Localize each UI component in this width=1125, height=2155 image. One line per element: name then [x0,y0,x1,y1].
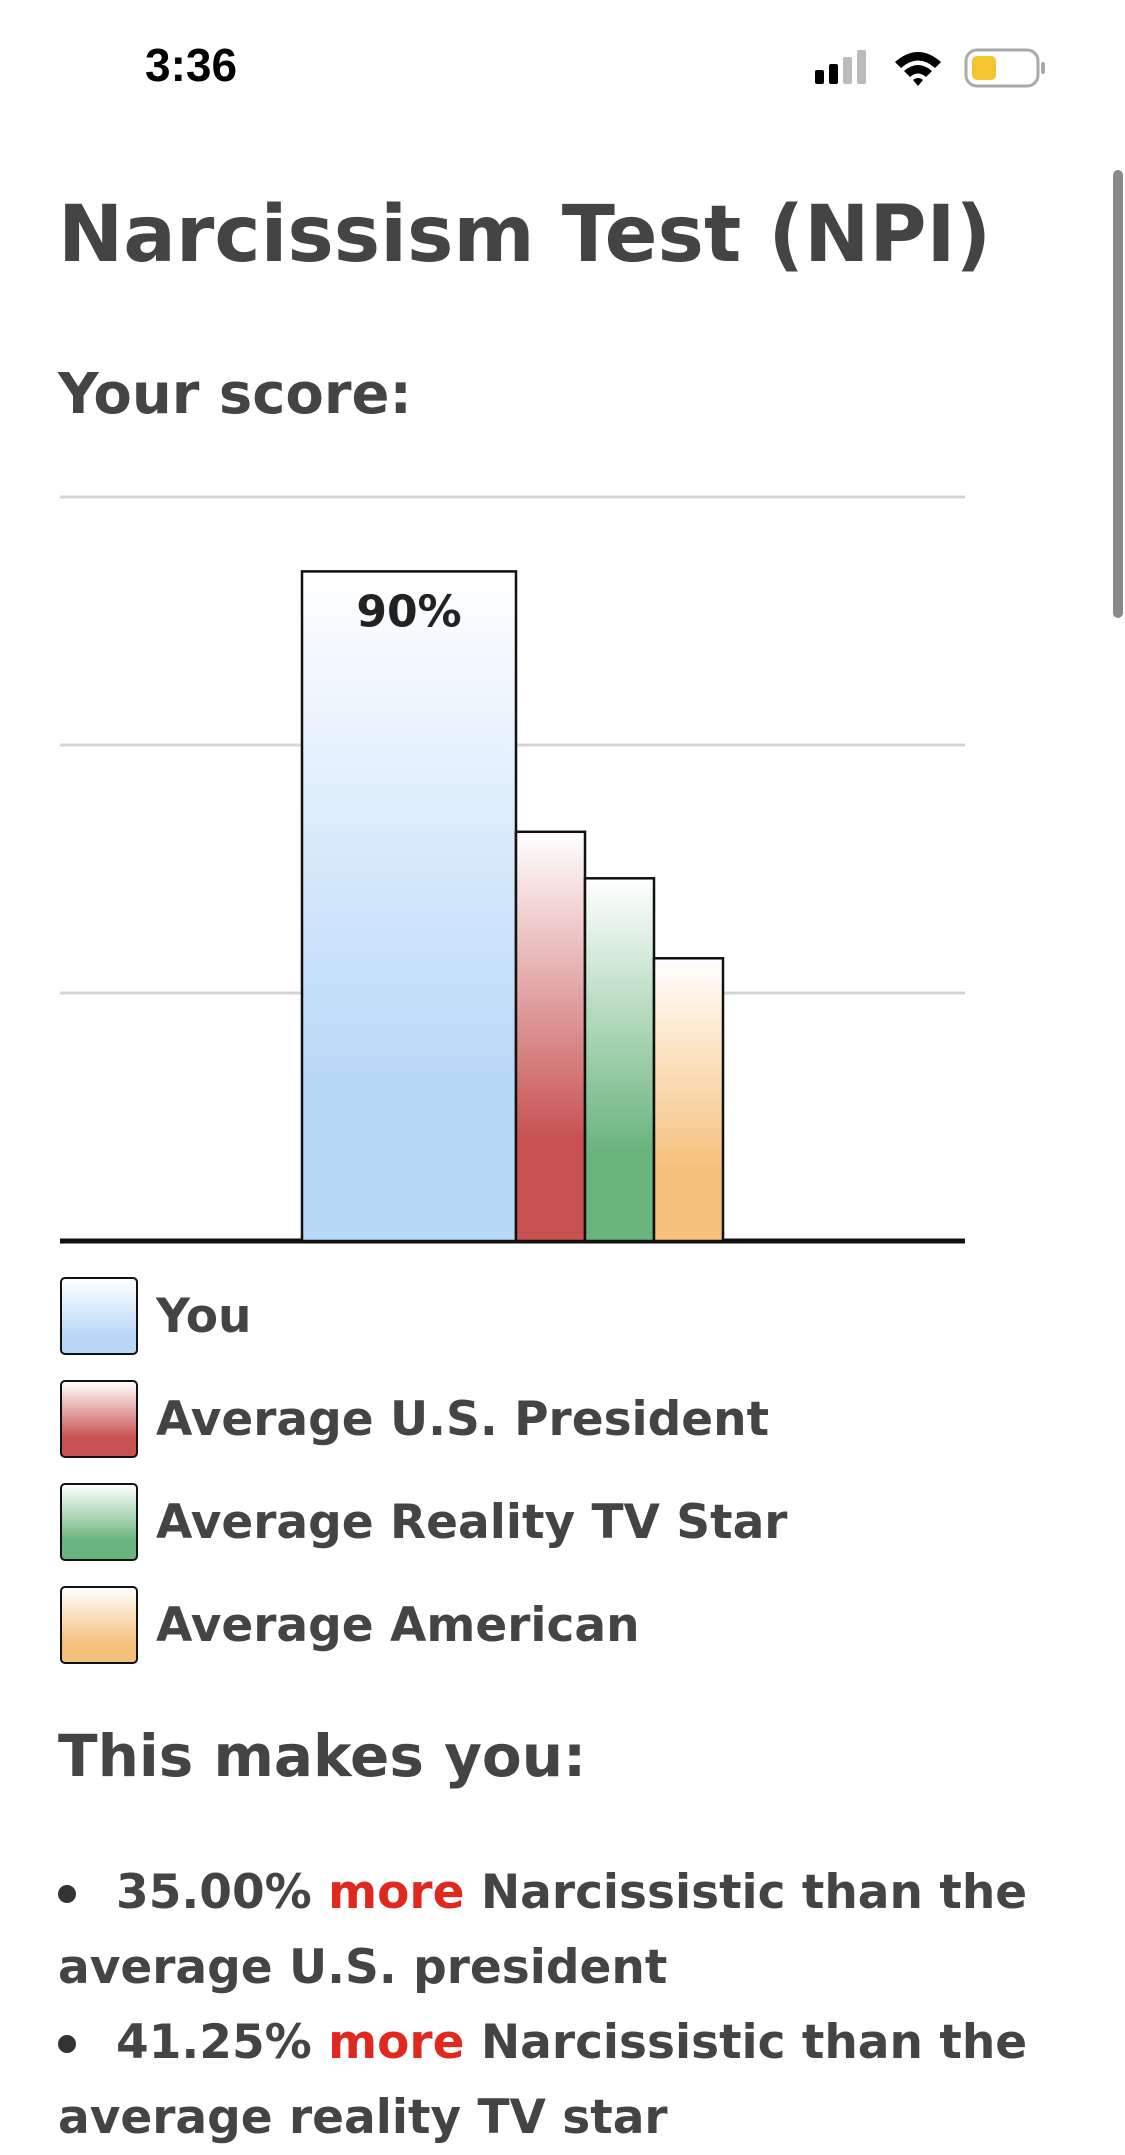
result-highlight: more [328,2015,465,2070]
bullet [58,1885,76,1903]
legend-label: You [156,1288,252,1344]
bar [514,830,587,1243]
legend-label: Average U.S. President [156,1391,770,1447]
bar [300,570,518,1243]
bar-value-label: 90% [356,586,461,637]
legend-item: Average U.S. President [60,1380,787,1458]
legend-swatch [60,1277,138,1355]
legend-item: Average American [60,1586,787,1664]
status-time: 3:36 [145,39,238,91]
status-icons [815,48,1045,88]
scrollbar[interactable] [1113,170,1123,618]
legend-swatch [60,1586,138,1664]
legend-label: Average Reality TV Star [156,1494,788,1550]
result-list: 35.00% more Narcissistic than the averag… [58,1855,1058,2155]
result-percent: 41.25% [116,2015,312,2070]
page-title: Narcissism Test (NPI) [58,190,992,280]
legend-item: Average Reality TV Star [60,1483,787,1561]
result-highlight: more [328,1865,465,1920]
legend-item: You [60,1277,787,1355]
legend-swatch [60,1380,138,1458]
bar [583,877,656,1243]
result-item: 41.25% more Narcissistic than the averag… [58,2005,1058,2155]
result-percent: 35.00% [116,1865,312,1920]
legend-swatch [60,1483,138,1561]
score-heading: Your score: [58,362,412,427]
bullet [58,2035,76,2053]
result-text: Narcissistic than the average U.S. presi… [58,1865,1028,1995]
result-heading: This makes you: [58,1722,587,1790]
chart: 90% [60,495,965,1244]
result-item: 35.00% more Narcissistic than the averag… [58,1855,1058,2005]
bar [652,957,725,1243]
legend-label: Average American [156,1597,640,1653]
legend: You Average U.S. President Average Reality… [60,1277,787,1689]
page: 3:36 Narcissism Test (NPI) Your score: 9… [58,39,1123,2145]
